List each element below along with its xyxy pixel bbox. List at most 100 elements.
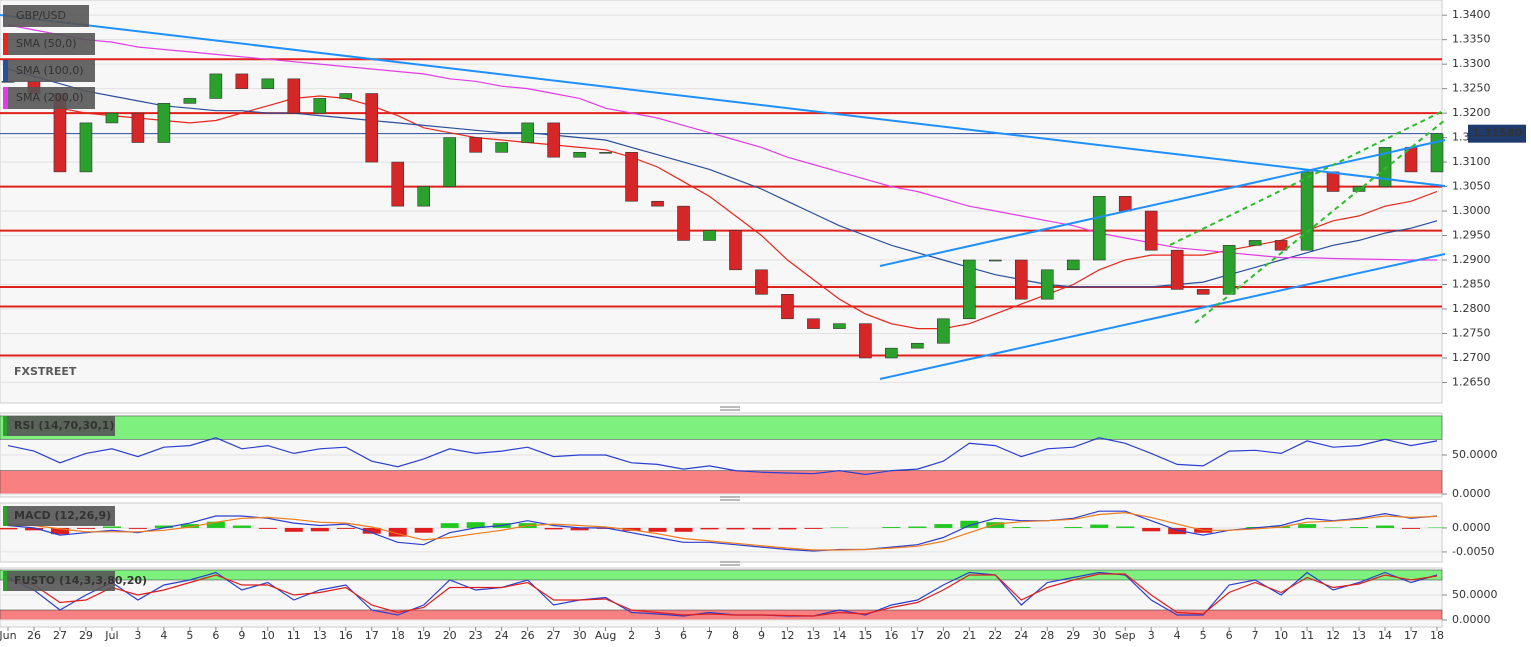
series-line xyxy=(7,68,1438,288)
histogram-bar xyxy=(726,527,745,530)
histogram-bar xyxy=(362,527,381,534)
y-tick-label: 1.2950 xyxy=(1452,229,1491,242)
trend-line xyxy=(0,14,1446,187)
histogram-bar xyxy=(466,522,485,528)
histogram-bar xyxy=(102,526,121,528)
x-tick-label: 5 xyxy=(1200,629,1207,642)
histogram-bar xyxy=(388,527,407,537)
x-tick-label: 21 xyxy=(962,629,976,642)
x-tick-label: 11 xyxy=(287,629,301,642)
x-tick-label: Aug xyxy=(595,629,616,642)
candle xyxy=(1118,196,1132,212)
histogram-bar xyxy=(258,527,277,529)
x-tick-label: 20 xyxy=(443,629,457,642)
histogram-bar xyxy=(1350,526,1369,528)
candle xyxy=(313,98,327,114)
y-tick-label: 1.3350 xyxy=(1452,33,1491,46)
candle xyxy=(443,137,456,187)
histogram-bar xyxy=(76,527,95,529)
x-tick-label: 27 xyxy=(53,629,67,642)
x-tick-label: 19 xyxy=(417,629,431,642)
candle xyxy=(677,205,690,241)
candle xyxy=(833,323,846,329)
candle xyxy=(1248,240,1262,246)
candle xyxy=(885,347,898,359)
histogram-bar xyxy=(310,527,329,532)
candle xyxy=(729,230,742,271)
dashed-channel-line xyxy=(1169,109,1446,246)
x-tick-label: 28 xyxy=(1040,629,1054,642)
x-tick-label: 13 xyxy=(806,629,820,642)
legend-box xyxy=(3,33,95,55)
zone xyxy=(0,470,1443,495)
indicator-swatch xyxy=(3,416,7,436)
last-price-label: 1.31580 xyxy=(1472,127,1522,140)
histogram-bar xyxy=(1298,524,1317,528)
x-tick-label: 18 xyxy=(1430,629,1444,642)
x-tick-label: 6 xyxy=(212,629,219,642)
legend-swatch xyxy=(3,87,8,109)
candle xyxy=(1066,259,1080,271)
x-tick-label: 24 xyxy=(1014,629,1028,642)
series-line xyxy=(7,510,1438,552)
candle xyxy=(79,122,93,173)
candle xyxy=(599,151,612,154)
x-tick-label: 30 xyxy=(1092,629,1106,642)
candle xyxy=(937,318,950,344)
histogram-bar xyxy=(1376,525,1395,528)
legend-swatch xyxy=(3,33,8,55)
zone xyxy=(0,569,1443,581)
candle xyxy=(1196,289,1210,295)
candle xyxy=(1430,133,1444,173)
series-line xyxy=(7,437,1438,476)
candle xyxy=(235,73,249,89)
candle xyxy=(1222,245,1236,295)
channel-line xyxy=(879,253,1446,380)
histogram-bar xyxy=(544,527,563,530)
x-tick-label: 23 xyxy=(469,629,483,642)
y-tick-label: 1.3250 xyxy=(1452,82,1491,95)
indicator-title-box xyxy=(3,571,115,591)
x-tick-label: 15 xyxy=(858,629,872,642)
x-tick-label: 24 xyxy=(495,629,509,642)
histogram-bar xyxy=(0,527,17,530)
x-tick-label: 7 xyxy=(706,629,713,642)
indicator-title: FUSTO (14,3,3,80,20) xyxy=(14,574,147,587)
x-tick-label: 13 xyxy=(1352,629,1366,642)
histogram-bar xyxy=(882,526,901,528)
histogram-bar xyxy=(1142,527,1161,532)
legend-label: SMA (200,0) xyxy=(16,91,84,104)
x-tick-label: 3 xyxy=(1148,629,1155,642)
x-tick-label: 22 xyxy=(988,629,1002,642)
candle xyxy=(105,112,119,124)
candle xyxy=(911,342,924,349)
x-tick-label: 14 xyxy=(832,629,846,642)
candle xyxy=(1040,269,1054,300)
y-tick-label: 0.0000 xyxy=(1452,521,1491,534)
x-tick-label: 20 xyxy=(936,629,950,642)
histogram-bar xyxy=(1090,524,1109,528)
candle xyxy=(1326,171,1340,192)
y-tick-label: 1.2900 xyxy=(1452,253,1491,266)
x-tick-label: 30 xyxy=(573,629,587,642)
candle xyxy=(261,78,275,89)
histogram-bar xyxy=(1012,526,1031,528)
indicator-swatch xyxy=(3,571,7,591)
panel-background xyxy=(0,0,1443,404)
channel-line xyxy=(879,139,1446,267)
title-box xyxy=(3,5,89,27)
histogram-bar xyxy=(986,522,1005,528)
x-tick-label: 29 xyxy=(1066,629,1080,642)
x-tick-label: 26 xyxy=(521,629,535,642)
x-tick-label: 14 xyxy=(1378,629,1392,642)
x-tick-label: 17 xyxy=(1404,629,1418,642)
histogram-bar xyxy=(570,527,589,531)
histogram-bar xyxy=(1116,526,1135,528)
y-tick-label: 1.2650 xyxy=(1452,375,1491,388)
candle xyxy=(859,323,872,359)
candle xyxy=(651,200,664,207)
histogram-bar xyxy=(908,526,927,528)
y-tick-label: 50.0000 xyxy=(1452,448,1498,461)
last-price-box xyxy=(1468,124,1526,143)
